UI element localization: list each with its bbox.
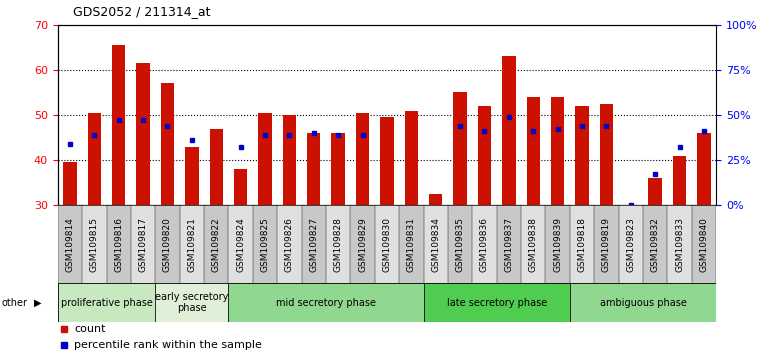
Text: GSM109830: GSM109830 (383, 217, 391, 272)
Text: GSM109824: GSM109824 (236, 217, 245, 272)
Bar (161, 84, 174, 205)
Bar (185, 147, 199, 205)
Bar (668, 205, 691, 283)
Bar (618, 205, 643, 283)
Text: GSM109827: GSM109827 (310, 217, 318, 272)
Text: GSM109822: GSM109822 (212, 217, 221, 272)
Text: GSM109826: GSM109826 (285, 217, 294, 272)
Text: GSM109832: GSM109832 (651, 217, 660, 272)
Text: other: other (2, 298, 28, 308)
Text: GSM109821: GSM109821 (187, 217, 196, 272)
Bar (697, 133, 711, 205)
Bar (331, 133, 345, 205)
Text: GSM109833: GSM109833 (675, 217, 684, 272)
Text: GSM109823: GSM109823 (626, 217, 635, 272)
Text: mid secretory phase: mid secretory phase (276, 298, 376, 308)
Bar (302, 205, 326, 283)
Bar (277, 205, 302, 283)
Bar (156, 283, 229, 322)
Bar (570, 283, 716, 322)
Bar (521, 205, 545, 283)
Bar (82, 205, 106, 283)
Text: GSM109829: GSM109829 (358, 217, 367, 272)
Bar (156, 205, 179, 283)
Text: GDS2052 / 211314_at: GDS2052 / 211314_at (73, 5, 211, 18)
Text: GSM109835: GSM109835 (456, 217, 464, 272)
Bar (424, 283, 570, 322)
Bar (179, 205, 204, 283)
Bar (624, 205, 638, 259)
Bar (429, 194, 443, 205)
Text: GSM109839: GSM109839 (553, 217, 562, 272)
Text: proliferative phase: proliferative phase (61, 298, 152, 308)
Bar (229, 283, 424, 322)
Text: GSM109820: GSM109820 (163, 217, 172, 272)
Bar (575, 106, 589, 205)
Bar (58, 205, 82, 283)
Text: GSM109825: GSM109825 (260, 217, 269, 272)
Bar (502, 56, 516, 205)
Bar (229, 205, 253, 283)
Bar (594, 205, 618, 283)
Bar (88, 113, 101, 205)
Text: GSM109834: GSM109834 (431, 217, 440, 272)
Bar (112, 45, 126, 205)
Text: GSM109817: GSM109817 (139, 217, 148, 272)
Text: GSM109814: GSM109814 (65, 217, 75, 272)
Bar (283, 115, 296, 205)
Text: ambiguous phase: ambiguous phase (600, 298, 686, 308)
Text: GSM109828: GSM109828 (333, 217, 343, 272)
Bar (570, 205, 594, 283)
Bar (307, 133, 320, 205)
Text: GSM109836: GSM109836 (480, 217, 489, 272)
Text: GSM109831: GSM109831 (407, 217, 416, 272)
Bar (497, 205, 521, 283)
Bar (454, 92, 467, 205)
Bar (58, 283, 156, 322)
Bar (253, 205, 277, 283)
Bar (691, 205, 716, 283)
Text: GSM109840: GSM109840 (699, 217, 708, 272)
Text: GSM109838: GSM109838 (529, 217, 537, 272)
Text: GSM109837: GSM109837 (504, 217, 514, 272)
Bar (204, 205, 229, 283)
Bar (600, 104, 613, 205)
Bar (326, 205, 350, 283)
Bar (63, 162, 77, 205)
Bar (106, 205, 131, 283)
Bar (643, 205, 668, 283)
Text: count: count (74, 324, 105, 334)
Text: GSM109815: GSM109815 (90, 217, 99, 272)
Bar (399, 205, 424, 283)
Text: GSM109816: GSM109816 (114, 217, 123, 272)
Bar (551, 97, 564, 205)
Bar (648, 178, 662, 205)
Bar (673, 156, 686, 205)
Bar (404, 110, 418, 205)
Bar (258, 113, 272, 205)
Bar (545, 205, 570, 283)
Text: percentile rank within the sample: percentile rank within the sample (74, 340, 262, 350)
Bar (477, 106, 491, 205)
Bar (234, 169, 247, 205)
Bar (375, 205, 399, 283)
Bar (424, 205, 448, 283)
Bar (448, 205, 472, 283)
Text: late secretory phase: late secretory phase (447, 298, 547, 308)
Bar (350, 205, 375, 283)
Bar (136, 63, 150, 205)
Text: GSM109819: GSM109819 (602, 217, 611, 272)
Text: ▶: ▶ (34, 298, 42, 308)
Bar (527, 97, 540, 205)
Bar (131, 205, 156, 283)
Bar (356, 113, 370, 205)
Bar (380, 117, 393, 205)
Text: GSM109818: GSM109818 (578, 217, 587, 272)
Text: early secretory
phase: early secretory phase (156, 292, 229, 314)
Bar (472, 205, 497, 283)
Bar (209, 129, 223, 205)
